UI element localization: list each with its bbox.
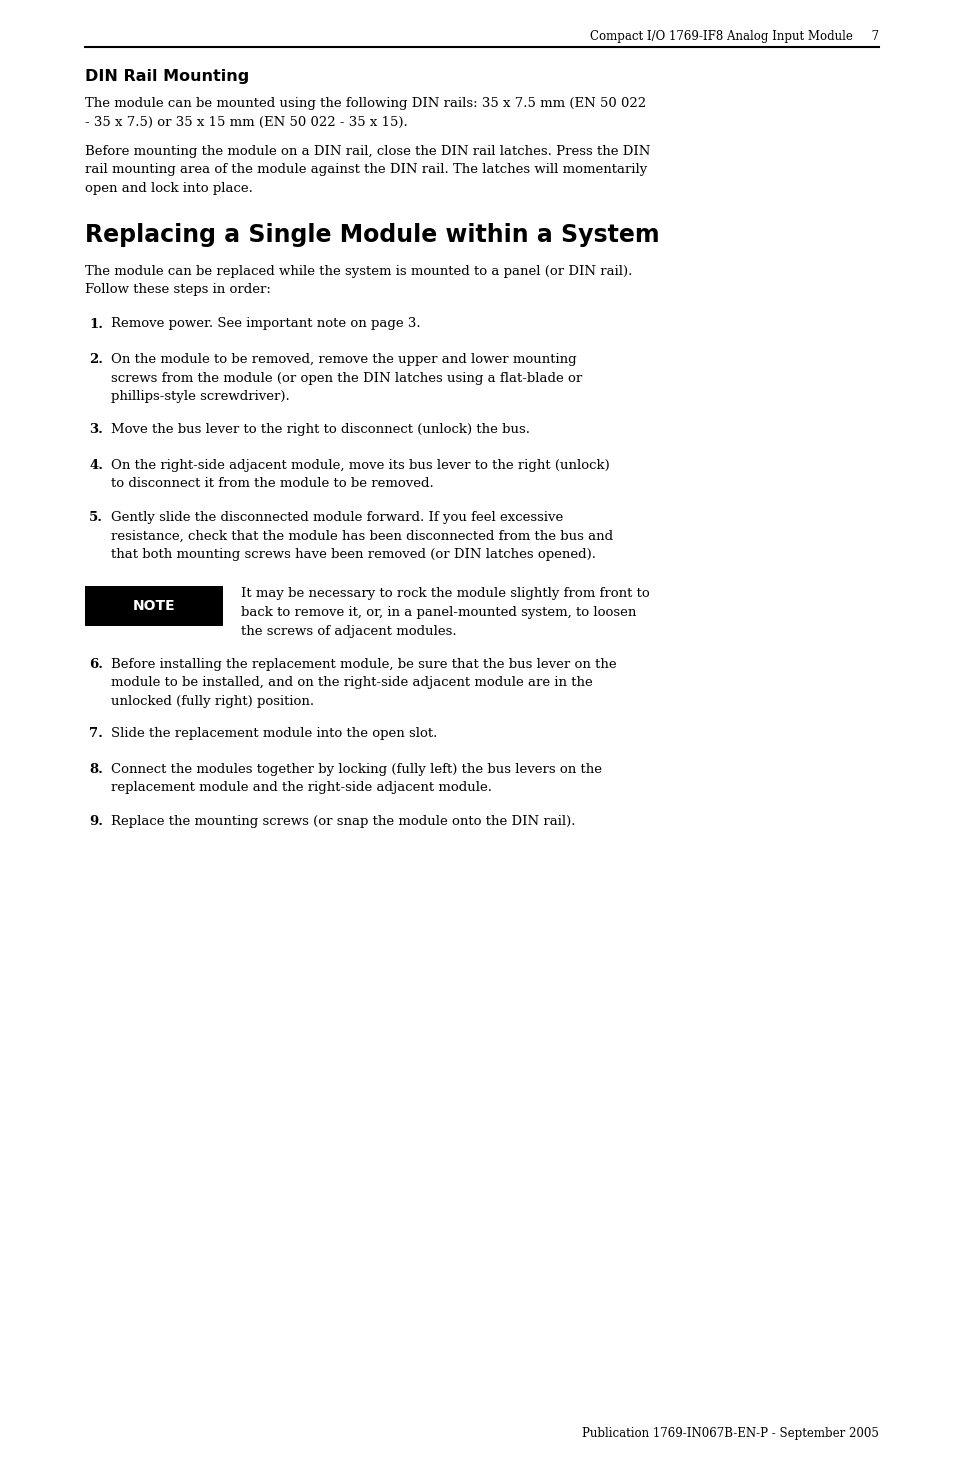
Text: On the module to be removed, remove the upper and lower mounting
screws from the: On the module to be removed, remove the … bbox=[111, 354, 581, 403]
Text: Publication 1769-IN067B-EN-P - September 2005: Publication 1769-IN067B-EN-P - September… bbox=[581, 1426, 878, 1440]
Text: Move the bus lever to the right to disconnect (unlock) the bus.: Move the bus lever to the right to disco… bbox=[111, 423, 530, 435]
Text: The module can be replaced while the system is mounted to a panel (or DIN rail).: The module can be replaced while the sys… bbox=[85, 264, 632, 296]
Text: Before installing the replacement module, be sure that the bus lever on the
modu: Before installing the replacement module… bbox=[111, 658, 616, 708]
Text: 9.: 9. bbox=[89, 816, 103, 829]
Text: 4.: 4. bbox=[89, 459, 103, 472]
Text: 5.: 5. bbox=[89, 512, 103, 524]
Text: DIN Rail Mounting: DIN Rail Mounting bbox=[85, 69, 249, 84]
Text: Remove power. See important note on page 3.: Remove power. See important note on page… bbox=[111, 317, 420, 330]
Text: 3.: 3. bbox=[89, 423, 103, 435]
Bar bbox=[85, 586, 223, 625]
Text: 2.: 2. bbox=[89, 354, 103, 366]
Text: Before mounting the module on a DIN rail, close the DIN rail latches. Press the : Before mounting the module on a DIN rail… bbox=[85, 145, 650, 195]
Text: 7.: 7. bbox=[89, 727, 103, 740]
Text: NOTE: NOTE bbox=[132, 599, 175, 612]
Text: On the right-side adjacent module, move its bus lever to the right (unlock)
to d: On the right-side adjacent module, move … bbox=[111, 459, 609, 490]
Text: Replace the mounting screws (or snap the module onto the DIN rail).: Replace the mounting screws (or snap the… bbox=[111, 816, 575, 829]
Text: Connect the modules together by locking (fully left) the bus levers on the
repla: Connect the modules together by locking … bbox=[111, 763, 601, 794]
Text: Compact I/O 1769-IF8 Analog Input Module     7: Compact I/O 1769-IF8 Analog Input Module… bbox=[589, 30, 878, 43]
Text: It may be necessary to rock the module slightly from front to
back to remove it,: It may be necessary to rock the module s… bbox=[241, 587, 649, 637]
Text: 8.: 8. bbox=[89, 763, 103, 776]
Text: Replacing a Single Module within a System: Replacing a Single Module within a Syste… bbox=[85, 223, 659, 246]
Text: The module can be mounted using the following DIN rails: 35 x 7.5 mm (EN 50 022
: The module can be mounted using the foll… bbox=[85, 97, 645, 128]
Text: Slide the replacement module into the open slot.: Slide the replacement module into the op… bbox=[111, 727, 436, 740]
Text: 6.: 6. bbox=[89, 658, 103, 671]
Text: Gently slide the disconnected module forward. If you feel excessive
resistance, : Gently slide the disconnected module for… bbox=[111, 512, 613, 560]
Text: 1.: 1. bbox=[89, 317, 103, 330]
